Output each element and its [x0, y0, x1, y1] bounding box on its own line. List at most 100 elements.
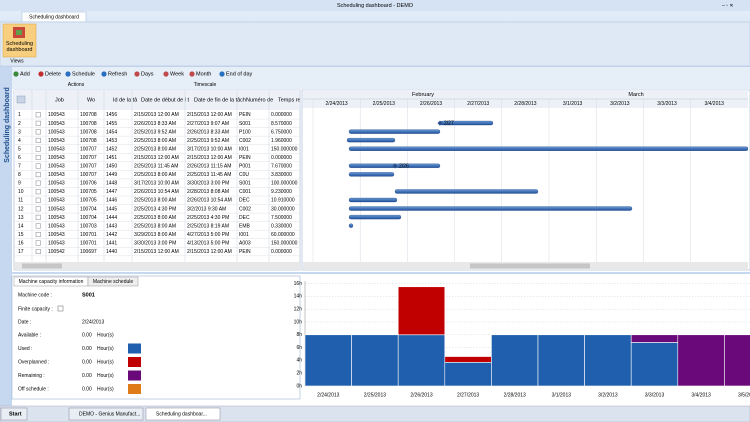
row-checkbox[interactable] [35, 249, 41, 255]
cell: C001 [239, 189, 251, 195]
cell: 3/17/2013 10:00 AM [187, 146, 232, 152]
scroll-thumb[interactable] [470, 263, 590, 269]
toolbar-button[interactable]: Month [196, 71, 211, 77]
row-checkbox[interactable] [35, 223, 41, 229]
start-button[interactable] [0, 407, 28, 421]
cell: 100543 [48, 155, 65, 161]
gantt-task-bar[interactable] [348, 146, 748, 151]
row-checkbox[interactable] [35, 240, 41, 246]
scroll-thumb[interactable] [22, 263, 62, 269]
row-number: 6 [18, 155, 21, 161]
section-label: Actions [68, 82, 85, 88]
grid-body: Job Wo Id de la tâ Date de début de l t Date… [14, 90, 305, 262]
toolbar-button[interactable]: Days [141, 71, 154, 77]
cell: 100707 [80, 172, 97, 178]
column-header[interactable]: Date de fin de la tâch [194, 97, 246, 103]
x-tick-label: 2/25/2013 [364, 392, 386, 398]
row-checkbox[interactable] [35, 120, 41, 126]
row-checkbox[interactable] [35, 180, 41, 186]
column-header[interactable]: Date de début de l t [141, 97, 189, 103]
gantt-task-bar[interactable] [348, 223, 354, 228]
cell: C002 [239, 138, 251, 144]
y-tick-label: 4h [296, 358, 302, 364]
cell: 8.570000 [271, 121, 292, 127]
cell: A003 [239, 240, 251, 246]
column-header[interactable]: Job [55, 97, 64, 103]
field-label: Date : [18, 319, 31, 325]
window-controls[interactable]: – ▫ ✕ [722, 3, 734, 9]
toolbar-icon[interactable] [189, 71, 195, 77]
field-value: 2/24/2013 [82, 319, 104, 325]
row-checkbox[interactable] [35, 155, 41, 160]
row-checkbox[interactable] [35, 163, 41, 169]
cell: 100542 [48, 249, 65, 255]
toolbar-button[interactable]: Add [20, 71, 30, 77]
field-value: S001 [82, 292, 95, 298]
row-checkbox[interactable] [35, 206, 41, 212]
gantt-day: 2/24/2013 [325, 101, 347, 107]
cell: 4/27/2013 5:00 PM [187, 232, 229, 238]
row-checkbox[interactable] [35, 189, 41, 195]
toolbar-icon[interactable] [65, 71, 71, 77]
row-checkbox[interactable] [35, 231, 41, 237]
row-number: 2 [18, 121, 21, 127]
toolbar-icon[interactable] [134, 71, 140, 77]
toolbar-button[interactable]: Refresh [108, 71, 127, 77]
gantt-task-bar[interactable] [348, 197, 398, 203]
row-checkbox[interactable] [35, 129, 41, 135]
cell: 100705 [80, 198, 97, 204]
cell: P100 [239, 129, 251, 135]
column-header[interactable]: Temps rest [278, 97, 305, 103]
grid-header [14, 90, 300, 110]
column-header[interactable]: Wo [87, 97, 95, 103]
cell: 100543 [48, 146, 65, 152]
toolbar-icon[interactable] [13, 71, 19, 77]
gantt-day: 3/3/2013 [657, 101, 677, 107]
start-label: Start [9, 411, 22, 417]
toolbar-button[interactable]: Schedule [72, 71, 95, 77]
gantt-day: 2/26/2013 [420, 101, 442, 107]
ribbon-panel [0, 21, 750, 67]
column-header[interactable]: Id de la tâ [113, 97, 138, 103]
x-tick-label: 2/27/2013 [457, 392, 479, 398]
gantt-task-bar[interactable] [346, 137, 396, 143]
gantt-label: 2/26 [399, 163, 409, 169]
cell: 3/30/2013 3:00 PM [134, 240, 176, 246]
cell: 60.000000 [271, 232, 295, 238]
row-number: 14 [18, 223, 24, 229]
toolbar-icon[interactable] [101, 71, 107, 77]
toolbar-icon[interactable] [38, 71, 44, 77]
row-checkbox[interactable] [35, 214, 41, 220]
cell: 1451 [106, 155, 117, 161]
taskbar-item-label: Scheduling dashboar... [156, 411, 207, 417]
toolbar-button[interactable]: End of day [226, 71, 253, 77]
row-checkbox[interactable] [35, 112, 41, 118]
cell: 100708 [80, 129, 97, 135]
h-scrollbar[interactable] [14, 262, 300, 270]
x-tick-label: 3/4/2013 [691, 392, 711, 398]
gantt-task-bar[interactable] [394, 189, 539, 194]
gantt-task-bar[interactable] [348, 129, 441, 134]
row-checkbox[interactable] [35, 137, 41, 143]
bar-segment [351, 334, 399, 387]
toolbar-button[interactable]: Week [170, 71, 184, 77]
panel-tab[interactable] [87, 276, 139, 287]
row-checkbox[interactable] [35, 197, 41, 203]
row-checkbox[interactable] [35, 172, 41, 178]
toolbar-button[interactable]: Delete [45, 71, 61, 77]
cell: 100708 [80, 121, 97, 127]
checkbox[interactable] [57, 305, 64, 312]
toolbar-icon[interactable] [163, 71, 169, 77]
taskbar-item[interactable] [145, 407, 221, 421]
cell: 2/15/2013 12:00 AM [187, 112, 232, 118]
cell: 9.230000 [271, 189, 292, 195]
row-checkbox[interactable] [35, 146, 41, 152]
cell: 1444 [106, 215, 117, 221]
gantt-task-bar[interactable] [348, 206, 633, 211]
taskbar-item[interactable] [68, 407, 144, 421]
toolbar-icon[interactable] [219, 71, 225, 77]
cell: 2/15/2013 12:00 AM [187, 155, 232, 161]
gantt-task-bar[interactable] [348, 172, 395, 177]
column-header[interactable]: Numéro de [246, 97, 273, 103]
gantt-task-bar[interactable] [348, 214, 402, 220]
